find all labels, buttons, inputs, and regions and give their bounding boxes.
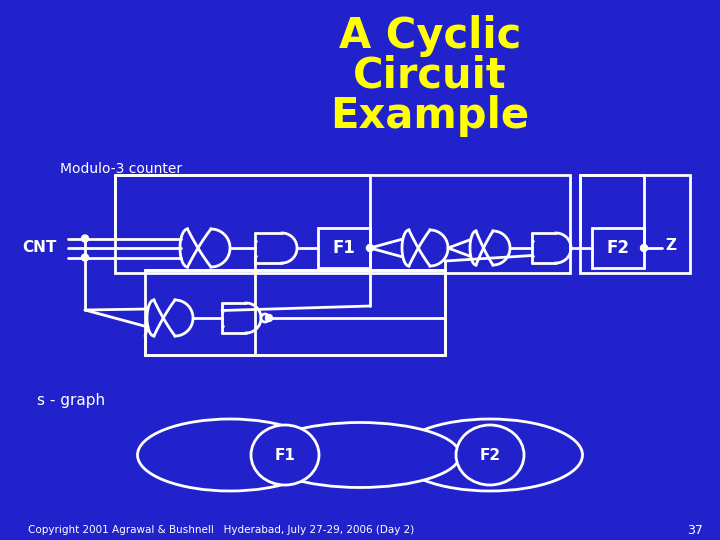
Circle shape: [641, 245, 647, 252]
Ellipse shape: [397, 419, 582, 491]
Circle shape: [81, 235, 89, 242]
Circle shape: [261, 314, 269, 322]
Circle shape: [81, 254, 89, 261]
Text: F2: F2: [480, 448, 500, 462]
Bar: [145, 270, 445, 355]
Circle shape: [266, 314, 272, 321]
Bar: [580, 175, 690, 273]
Text: s - graph: s - graph: [37, 393, 105, 408]
Ellipse shape: [456, 425, 524, 485]
Text: 37: 37: [687, 523, 703, 537]
Text: CNT: CNT: [22, 240, 56, 255]
Text: F1: F1: [274, 448, 295, 462]
Bar: [318, 228, 370, 268]
Text: Copyright 2001 Agrawal & Bushnell   Hyderabad, July 27-29, 2006 (Day 2): Copyright 2001 Agrawal & Bushnell Hydera…: [28, 525, 414, 535]
Ellipse shape: [251, 425, 319, 485]
Text: F1: F1: [333, 239, 356, 257]
Text: A Cyclic: A Cyclic: [339, 15, 521, 57]
Bar: [592, 228, 644, 268]
Ellipse shape: [138, 419, 323, 491]
Text: Modulo-3 counter: Modulo-3 counter: [60, 162, 182, 176]
Text: Z: Z: [665, 238, 676, 253]
Text: Circuit: Circuit: [353, 55, 507, 97]
Bar: [115, 175, 570, 273]
Text: F2: F2: [606, 239, 629, 257]
Text: Example: Example: [330, 95, 530, 137]
Ellipse shape: [260, 422, 460, 488]
Circle shape: [366, 245, 374, 252]
